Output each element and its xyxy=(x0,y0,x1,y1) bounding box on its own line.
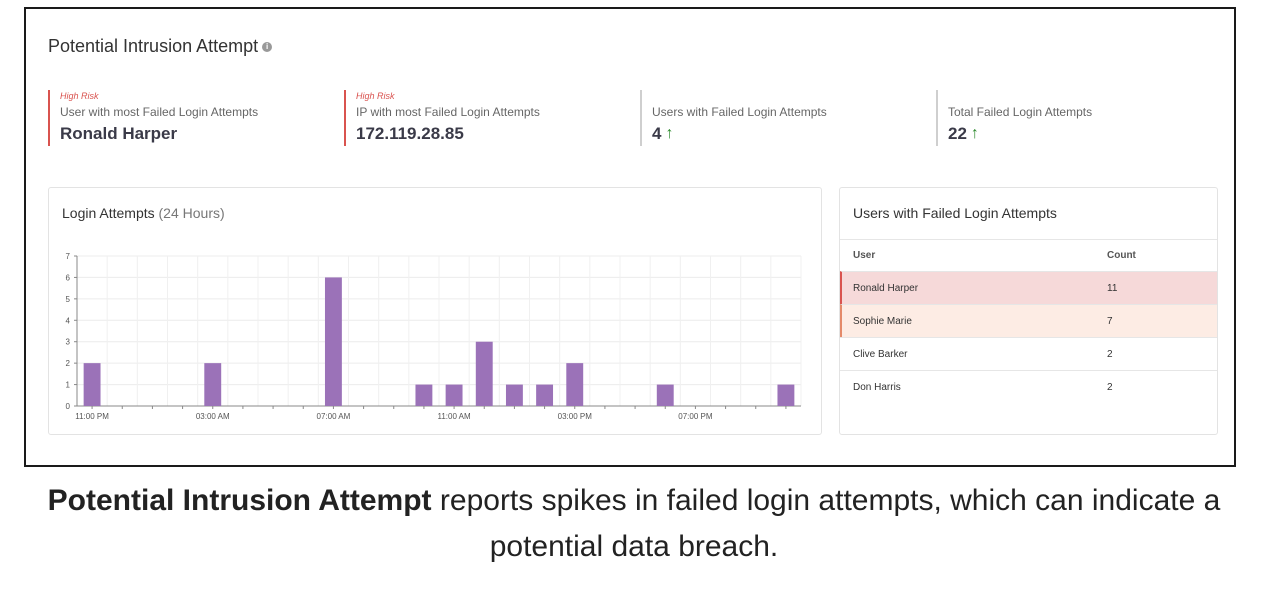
stat-value: Ronald Harper xyxy=(60,124,338,144)
risk-label: High Risk xyxy=(60,91,99,101)
y-tick-label: 4 xyxy=(66,316,71,325)
y-tick-label: 2 xyxy=(66,359,71,368)
bar xyxy=(445,384,463,406)
x-tick-label: 11:00 AM xyxy=(437,412,471,421)
user-cell: Don Harris xyxy=(853,382,901,393)
stat-top-user: High Risk User with most Failed Login At… xyxy=(48,90,338,146)
chart-subtitle: (24 Hours) xyxy=(158,205,225,221)
stat-users-count: Users with Failed Login Attempts 4 ↑ xyxy=(640,90,930,146)
bar xyxy=(83,363,101,406)
table-row[interactable]: Don Harris 2 xyxy=(840,370,1217,403)
x-tick-label: 11:00 PM xyxy=(75,412,109,421)
stat-label: IP with most Failed Login Attempts xyxy=(356,105,540,119)
bar xyxy=(324,277,342,406)
count-cell: 11 xyxy=(1107,283,1118,294)
stat-value-text: 22 xyxy=(948,124,967,143)
risk-label xyxy=(652,90,930,102)
y-tick-label: 7 xyxy=(66,252,71,261)
bar xyxy=(204,363,222,406)
stat-label: Users with Failed Login Attempts xyxy=(652,105,827,119)
stat-value: 172.119.28.85 xyxy=(356,124,634,144)
bar xyxy=(536,384,554,406)
x-tick-label: 03:00 AM xyxy=(196,412,230,421)
failed-users-table-card: Users with Failed Login Attempts User Co… xyxy=(839,187,1218,435)
column-header-user[interactable]: User xyxy=(853,250,876,261)
y-tick-label: 5 xyxy=(66,295,71,304)
bar xyxy=(566,363,584,406)
y-tick-label: 3 xyxy=(66,338,71,347)
chart-title-text: Login Attempts xyxy=(62,205,155,221)
arrow-up-icon: ↑ xyxy=(970,125,979,142)
risk-label: High Risk xyxy=(356,91,395,101)
bar xyxy=(475,341,493,406)
stats-row: High Risk User with most Failed Login At… xyxy=(48,90,1228,150)
table-header: User Count xyxy=(840,239,1217,272)
user-cell: Ronald Harper xyxy=(853,283,919,294)
stat-total-attempts: Total Failed Login Attempts 22 ↑ xyxy=(936,90,1226,146)
user-cell: Sophie Marie xyxy=(853,316,912,327)
count-cell: 2 xyxy=(1107,349,1113,360)
risk-label xyxy=(948,90,1226,102)
arrow-up-icon: ↑ xyxy=(665,125,674,142)
caption-line-1: Potential Intrusion Attempt reports spik… xyxy=(0,478,1268,524)
caption-line-2: potential data breach. xyxy=(489,530,779,563)
panel-header: Potential Intrusion Attempt i xyxy=(48,36,273,57)
intrusion-panel: Potential Intrusion Attempt i High Risk … xyxy=(24,7,1236,467)
table-row[interactable]: Sophie Marie 7 xyxy=(840,304,1217,337)
stat-value: 4 ↑ xyxy=(652,124,930,144)
login-attempts-chart-card: Login Attempts (24 Hours) 0 1 2 3 4 5 6 7 11:00 … xyxy=(48,187,822,435)
stat-value-text: 172.119.28.85 xyxy=(356,124,464,143)
y-tick-label: 6 xyxy=(66,273,71,282)
info-icon[interactable]: i xyxy=(262,41,273,52)
table-title: Users with Failed Login Attempts xyxy=(853,205,1057,221)
x-tick-label: 07:00 AM xyxy=(317,412,351,421)
table-row[interactable]: Clive Barker 2 xyxy=(840,337,1217,370)
caption-bold: Potential Intrusion Attempt xyxy=(47,484,432,517)
stat-value-text: 4 xyxy=(652,124,662,143)
bar xyxy=(777,384,795,406)
count-cell: 7 xyxy=(1107,316,1113,327)
user-cell: Clive Barker xyxy=(853,349,908,360)
stat-label: User with most Failed Login Attempts xyxy=(60,105,259,119)
y-tick-label: 0 xyxy=(66,402,71,411)
bar xyxy=(415,384,433,406)
column-header-count[interactable]: Count xyxy=(1107,250,1136,261)
x-tick-label: 07:00 PM xyxy=(678,412,713,421)
table-row[interactable]: Ronald Harper 11 xyxy=(840,271,1217,304)
caption-text: reports spikes in failed login attempts,… xyxy=(431,484,1221,517)
stat-label: Total Failed Login Attempts xyxy=(948,105,1093,119)
panel-title: Potential Intrusion Attempt xyxy=(48,36,259,56)
login-attempts-chart: 0 1 2 3 4 5 6 7 11:00 PM 03:00 AM 07:00 AM 11:00 AM… xyxy=(66,252,802,421)
caption: Potential Intrusion Attempt reports spik… xyxy=(0,478,1268,570)
stat-top-ip: High Risk IP with most Failed Login Atte… xyxy=(344,90,634,146)
bar xyxy=(505,384,523,406)
y-tick-label: 1 xyxy=(66,381,71,390)
count-cell: 2 xyxy=(1107,382,1113,393)
stat-value-text: Ronald Harper xyxy=(60,124,178,143)
stat-value: 22 ↑ xyxy=(948,124,1226,144)
x-tick-label: 03:00 PM xyxy=(558,412,593,421)
bar xyxy=(656,384,674,406)
chart-title: Login Attempts (24 Hours) xyxy=(62,205,225,221)
